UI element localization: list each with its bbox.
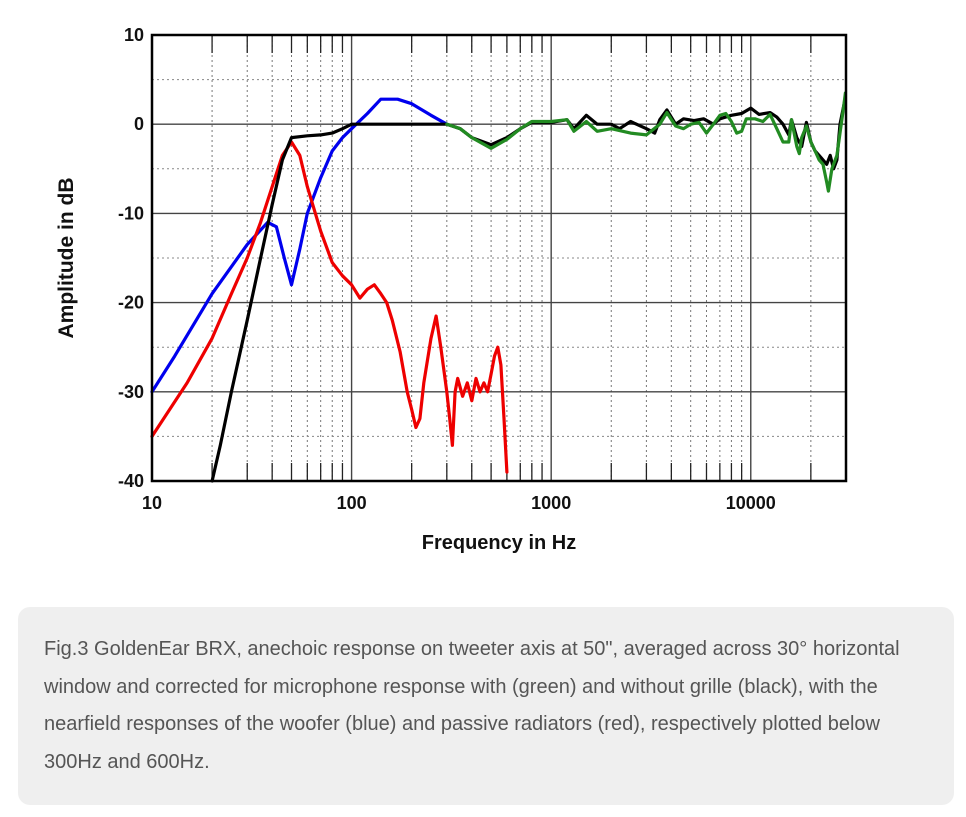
y-tick-label: -10 <box>118 203 144 223</box>
frequency-response-chart: -40 -30 -20 -10 0 10 10 100 1000 10000 Amplitude … <box>55 25 848 554</box>
plot-frame <box>150 33 848 483</box>
series-line-3 <box>445 91 847 193</box>
y-tick-label: 10 <box>124 25 144 45</box>
figure-caption: Fig.3 GoldenEar BRX, anechoic response o… <box>44 638 900 773</box>
y-axis-label: Amplitude in dB <box>55 178 78 339</box>
y-tick-label: -30 <box>118 382 144 402</box>
x-tick-label: 10000 <box>726 493 776 513</box>
chart-canvas: -40 -30 -20 -10 0 10 10 100 1000 10000 Amplitude … <box>55 25 848 554</box>
x-axis-label: Frequency in Hz <box>422 532 576 554</box>
x-tick-label: 100 <box>337 493 367 513</box>
tick-label-layer: -40 -30 -20 -10 0 10 10 100 1000 10000 <box>118 25 776 513</box>
y-tick-label: -40 <box>118 471 144 491</box>
x-tick-label: 1000 <box>531 493 571 513</box>
y-tick-label: 0 <box>134 114 144 134</box>
caption-box: Fig.3 GoldenEar BRX, anechoic response o… <box>18 607 954 805</box>
grid-layer <box>152 35 846 481</box>
series-line-0 <box>150 97 449 394</box>
x-tick-label: 10 <box>142 493 162 513</box>
y-tick-label: -20 <box>118 293 144 313</box>
series-layer <box>150 91 847 483</box>
